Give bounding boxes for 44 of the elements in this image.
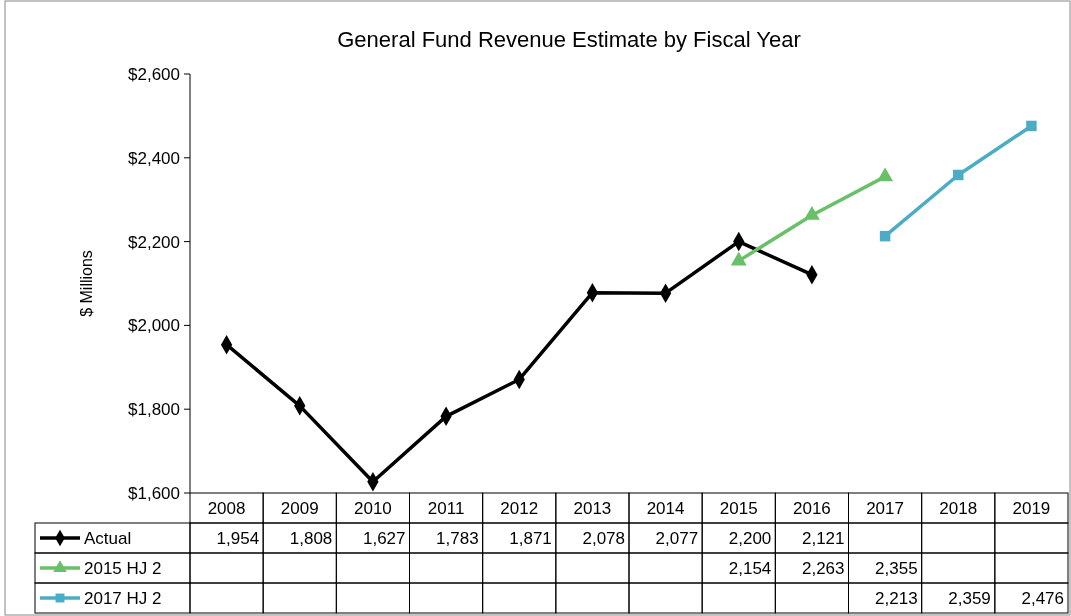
- point: [877, 167, 894, 182]
- y-tick-label: $1,600: [128, 483, 180, 503]
- x-tick-label: 2016: [793, 498, 831, 518]
- data-label: 1,627: [362, 528, 406, 548]
- legend-label: 2015 HJ 2: [84, 558, 162, 578]
- data-label: 2,359: [948, 588, 991, 608]
- legend-label: 2017 HJ 2: [84, 588, 162, 608]
- x-tick-label: 2010: [354, 498, 392, 518]
- x-tick-label: 2017: [866, 498, 904, 518]
- data-label: 1,954: [216, 528, 260, 548]
- point: [879, 230, 891, 242]
- data-label: 2,213: [875, 588, 918, 608]
- x-tick-label: 2014: [646, 498, 685, 518]
- data-label: 2,263: [801, 558, 845, 578]
- y-tick-label: $2,000: [128, 316, 180, 336]
- chart-title: General Fund Revenue Estimate by Fiscal Year: [337, 27, 801, 52]
- data-label: 2,154: [728, 558, 772, 578]
- data-label: 1,871: [509, 528, 552, 548]
- data-label: 2,200: [728, 528, 772, 548]
- data-label: 2,476: [1021, 588, 1064, 608]
- y-tick-label: $2,200: [128, 232, 180, 252]
- point: [953, 169, 964, 181]
- y-tick-label: $2,400: [128, 148, 180, 168]
- y-axis-title: $ Millions: [78, 250, 95, 317]
- x-tick-label: 2018: [939, 498, 978, 518]
- data-label: 2,355: [875, 558, 918, 578]
- point: [1026, 120, 1037, 132]
- x-tick-label: 2011: [427, 498, 465, 518]
- data-label: 2,121: [801, 528, 845, 548]
- x-tick-label: 2019: [1012, 498, 1051, 518]
- x-tick-label: 2015: [719, 498, 758, 518]
- point: [803, 206, 820, 220]
- data-label: 1,783: [436, 528, 479, 548]
- x-tick-label: 2013: [573, 498, 612, 518]
- x-tick-label: 2009: [280, 498, 319, 518]
- x-tick-label: 2012: [500, 498, 539, 518]
- data-label: 1,808: [289, 528, 333, 548]
- legend-label: Actual: [84, 528, 132, 548]
- point: [730, 251, 747, 266]
- y-tick-label: $1,800: [128, 400, 180, 420]
- y-tick-label: $2,600: [128, 64, 180, 84]
- x-tick-label: 2008: [207, 498, 246, 518]
- data-label: 2,077: [655, 528, 699, 548]
- data-label: 2,078: [582, 528, 625, 548]
